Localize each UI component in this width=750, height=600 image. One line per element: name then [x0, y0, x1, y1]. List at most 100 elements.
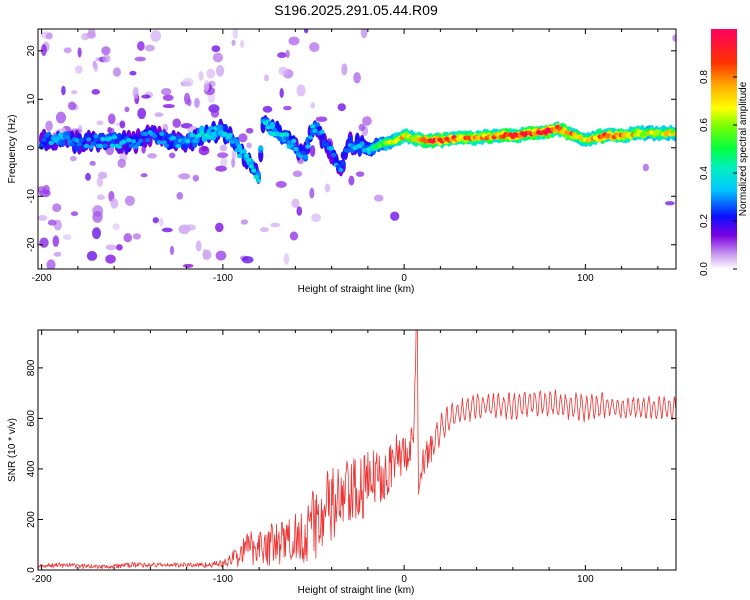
noise-blob [292, 170, 303, 178]
snr-ticks: -200 -100 0 100 0 200 400 600 800 [26, 330, 676, 585]
noise-blob [91, 89, 100, 95]
y-tick-label: 10 [26, 93, 37, 105]
ridge-cell [227, 133, 233, 138]
ridge-cell [79, 137, 85, 143]
ridge-cell [97, 143, 104, 149]
noise-blob [61, 85, 66, 96]
spectrogram-ylabel: Frequency (Hz) [7, 115, 18, 184]
noise-blob [63, 47, 72, 54]
ridge-cell [244, 153, 250, 158]
noise-blob [92, 211, 103, 223]
ridge-cell [222, 123, 229, 132]
noise-blob [119, 120, 126, 129]
colorbar-tick-label: 0.2 [699, 214, 710, 228]
ridge-cell [269, 121, 276, 130]
noise-blob [642, 163, 650, 172]
ridge-cell [206, 135, 212, 140]
spectrogram-frame [37, 28, 677, 270]
noise-blob [129, 70, 137, 76]
snr-frame [37, 329, 677, 571]
snr-panel: -200 -100 0 100 0 200 400 600 800 Height of stra… [7, 329, 677, 596]
ridge-cell [215, 124, 221, 130]
ridge-cell [116, 144, 122, 149]
noise-blob [283, 105, 292, 111]
noise-blob [102, 54, 111, 63]
noise-blob [161, 227, 173, 233]
noise-blob [92, 227, 101, 240]
noise-blob [264, 74, 270, 82]
noise-blob [296, 84, 306, 97]
ridge-cell [83, 143, 89, 149]
colorbar-ticks: 0.0 0.2 0.4 0.6 0.8 [699, 70, 737, 276]
noise-blob [105, 254, 116, 264]
ridge-cell [253, 174, 259, 180]
ridge-cell [319, 129, 325, 135]
noise-blob [158, 217, 164, 227]
noise-blob [140, 173, 148, 178]
noise-blob [39, 237, 49, 248]
noise-blob [101, 46, 111, 56]
ridge-cell [88, 144, 94, 150]
y-tick-label: 600 [26, 410, 37, 427]
ridge-cell [100, 136, 106, 142]
noise-blob [240, 219, 249, 225]
noise-blob [358, 123, 366, 131]
noise-blob [85, 172, 91, 181]
x-tick-label: -200 [32, 574, 52, 585]
noise-blob [259, 227, 269, 233]
noise-blob [283, 253, 290, 265]
ridge-cell [309, 123, 316, 129]
noise-blob [40, 44, 47, 57]
ridge-cell [41, 137, 47, 142]
noise-blob [355, 171, 365, 177]
noise-blob [348, 175, 355, 186]
noise-blob [198, 70, 204, 81]
ridge-cell [298, 153, 304, 159]
ridge-cell [185, 139, 191, 144]
noise-blob [74, 65, 83, 74]
noise-blob [311, 213, 322, 223]
noise-blob [245, 127, 254, 134]
noise-blob [211, 45, 221, 53]
noise-blob [278, 66, 288, 76]
noise-blob [664, 201, 675, 206]
ridge-cell [112, 134, 118, 140]
ridge-cell [64, 135, 71, 140]
noise-blob [89, 160, 96, 166]
noise-blob [309, 145, 316, 157]
noise-blob [154, 112, 164, 117]
noise-blob [210, 109, 220, 118]
ridge-cell [130, 138, 137, 144]
figure-title: S196.2025.291.05.44.R09 [274, 2, 438, 18]
ridge-cell [324, 142, 330, 147]
noise-blob [262, 105, 273, 113]
ridge-cell [335, 164, 342, 169]
x-tick-label: 0 [401, 273, 407, 284]
noise-blob [215, 250, 227, 261]
noise-blob [112, 67, 121, 77]
noise-blob [147, 153, 157, 159]
ridge-cell [262, 120, 269, 126]
noise-blob [390, 211, 400, 221]
ridge-cell [189, 132, 196, 138]
noise-blob [279, 88, 284, 98]
ridge-cell [156, 140, 163, 145]
noise-blob [203, 80, 210, 92]
ridge-cell [314, 122, 320, 127]
noise-blob [184, 224, 196, 231]
ridge-cell [328, 146, 335, 151]
noise-blob [124, 195, 135, 206]
colorbar-label: Normalized spectral amplitude [738, 81, 749, 216]
noise-blob [69, 155, 77, 162]
noise-blob [86, 250, 98, 261]
noise-blob [303, 29, 309, 34]
noise-blob [68, 101, 77, 111]
noise-blob [309, 42, 320, 52]
y-tick-label: 0 [26, 567, 37, 573]
noise-blob [285, 49, 290, 59]
noise-blob [231, 39, 236, 46]
ridge-cell [128, 143, 134, 148]
ridge-cell [331, 152, 337, 158]
